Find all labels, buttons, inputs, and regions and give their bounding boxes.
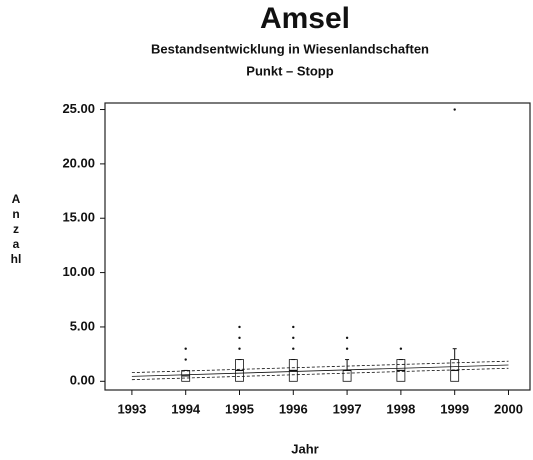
x-axis-label: Jahr bbox=[291, 441, 318, 456]
y-tick-label: 5.00 bbox=[70, 318, 95, 333]
outlier bbox=[238, 347, 241, 350]
y-tick-label: 20.00 bbox=[62, 155, 95, 170]
y-tick-label: 15.00 bbox=[62, 210, 95, 225]
confidence-upper bbox=[131, 360, 509, 374]
chart-title: Amsel bbox=[260, 2, 350, 35]
outlier bbox=[292, 347, 295, 350]
trend-line bbox=[131, 364, 509, 377]
outlier bbox=[399, 347, 403, 350]
x-tick-label: 1998 bbox=[386, 401, 415, 416]
confidence-lower bbox=[131, 367, 509, 381]
outlier bbox=[184, 358, 187, 361]
plot-frame bbox=[104, 102, 531, 391]
outlier bbox=[184, 347, 187, 350]
outlier bbox=[345, 336, 349, 340]
x-tick-label: 1999 bbox=[440, 401, 469, 416]
y-tick-label: 10.00 bbox=[62, 264, 95, 279]
y-axis-label: Anzahl bbox=[10, 192, 22, 266]
x-tick-label: 1995 bbox=[225, 401, 254, 416]
x-tick-label: 1997 bbox=[333, 401, 362, 416]
outlier bbox=[345, 347, 349, 350]
chart-subtitle: Bestandsentwicklung in Wiesenlandschafte… bbox=[151, 41, 429, 56]
y-tick-label: 0.00 bbox=[70, 373, 95, 388]
outlier bbox=[292, 325, 295, 329]
x-tick-label: 1993 bbox=[117, 401, 146, 416]
y-tick-label: 25.00 bbox=[62, 101, 95, 116]
outlier bbox=[238, 325, 241, 329]
x-tick-label: 1996 bbox=[279, 401, 308, 416]
outlier bbox=[453, 108, 456, 111]
x-tick-label: 1994 bbox=[171, 401, 201, 416]
outlier bbox=[292, 336, 295, 340]
box bbox=[342, 370, 352, 382]
chart-subtitle: Punkt – Stopp bbox=[246, 63, 333, 78]
x-tick-label: 2000 bbox=[494, 401, 523, 416]
outlier bbox=[238, 336, 241, 340]
